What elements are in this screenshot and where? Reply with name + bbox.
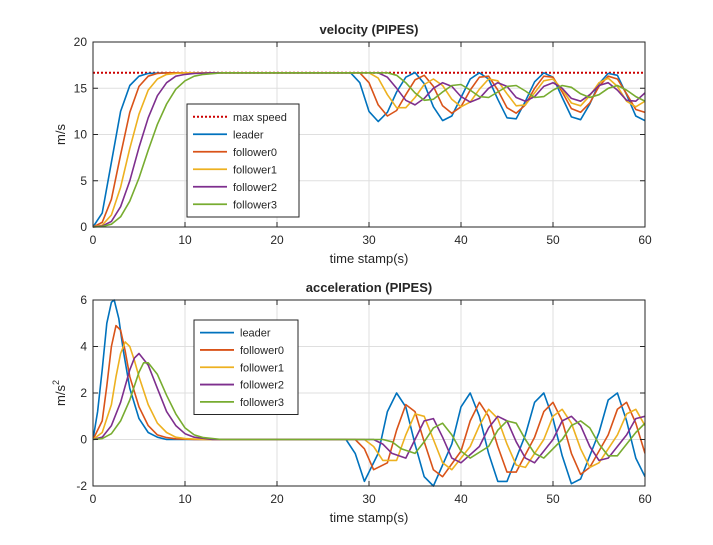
x-tick-label: 10 (178, 492, 192, 506)
y-axis-label: m/s2 (51, 380, 68, 406)
series-line-follower1 (93, 72, 645, 228)
x-tick-label: 60 (638, 492, 652, 506)
legend-label: leader (240, 328, 271, 340)
x-tick-label: 30 (362, 233, 376, 247)
x-tick-label: 40 (454, 492, 468, 506)
x-tick-label: 40 (454, 233, 468, 247)
y-tick-label: 4 (80, 340, 87, 354)
chart-title: velocity (PIPES) (320, 22, 419, 37)
legend-label: follower1 (233, 164, 277, 176)
chart-title: acceleration (PIPES) (306, 280, 432, 295)
chart-0: 0 10 20 30 40 50 60 0 5 10 15 20 velocity (PIPES) tim… (53, 22, 652, 266)
x-axis-label: time stamp(s) (330, 510, 409, 525)
y-tick-label: -2 (76, 479, 87, 493)
legend-label: follower2 (233, 182, 277, 194)
legend-label: follower0 (240, 345, 284, 357)
legend-label: max speed (233, 112, 287, 124)
y-tick-label: 2 (80, 386, 87, 400)
legend-label: follower0 (233, 147, 277, 159)
series-line-follower2 (93, 352, 645, 464)
x-tick-label: 60 (638, 233, 652, 247)
x-tick-label: 50 (546, 492, 560, 506)
x-tick-label: 30 (362, 492, 376, 506)
series-line-follower1 (93, 341, 645, 471)
x-axis-label: time stamp(s) (330, 251, 409, 266)
legend-label: leader (233, 129, 264, 141)
x-tick-label: 10 (178, 233, 192, 247)
y-tick-label: 10 (74, 128, 88, 142)
y-tick-label: 6 (80, 293, 87, 307)
x-tick-label: 0 (90, 233, 97, 247)
x-tick-label: 0 (90, 492, 97, 506)
legend-label: follower3 (240, 397, 284, 409)
series-line-follower0 (93, 324, 645, 478)
legend-label: follower1 (240, 362, 284, 374)
x-tick-label: 20 (270, 233, 284, 247)
legend-label: follower3 (233, 199, 277, 211)
y-tick-label: 5 (80, 174, 87, 188)
series-line-leader (93, 299, 645, 487)
y-tick-label: 20 (74, 35, 88, 49)
y-tick-label: 15 (74, 81, 88, 95)
y-tick-label: 0 (80, 433, 87, 447)
legend-box (186, 103, 300, 218)
legend-label: follower2 (240, 380, 284, 392)
series-line-follower3 (93, 72, 645, 228)
series-line-follower3 (93, 361, 645, 459)
y-tick-label: 0 (80, 220, 87, 234)
x-tick-label: 50 (546, 233, 560, 247)
y-axis-label-superscript: 2 (51, 380, 61, 385)
y-axis-label-text: m/s (53, 385, 68, 406)
x-tick-label: 20 (270, 492, 284, 506)
series-line-follower0 (93, 72, 645, 228)
series-line-follower2 (93, 72, 645, 228)
y-axis-label-text: m/s (53, 124, 68, 145)
y-axis-label: m/s (53, 124, 68, 145)
